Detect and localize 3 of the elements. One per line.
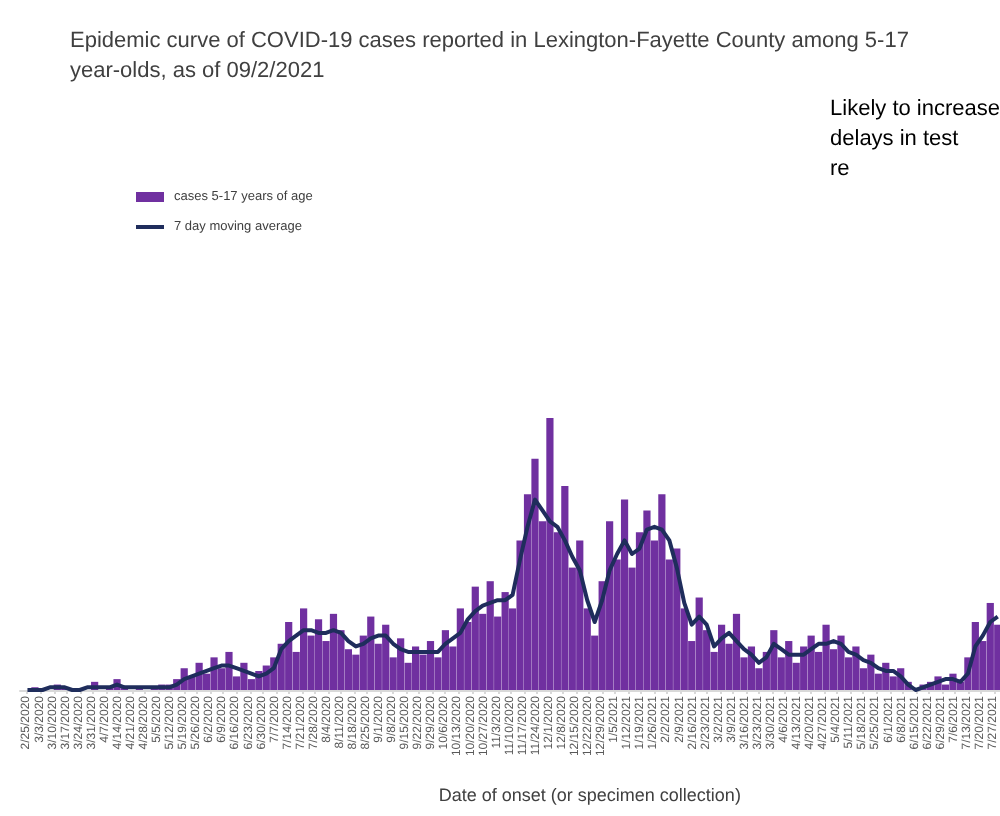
chart-title: Epidemic curve of COVID-19 cases reported in Lexington-Fayette County among 5-17 year-olds, as of 09/2/2021 [70, 29, 915, 83]
text: Likely to increase delays in test re [830, 97, 1000, 181]
x-axis-title: Date of onset (or specimen collection) [438, 785, 741, 805]
